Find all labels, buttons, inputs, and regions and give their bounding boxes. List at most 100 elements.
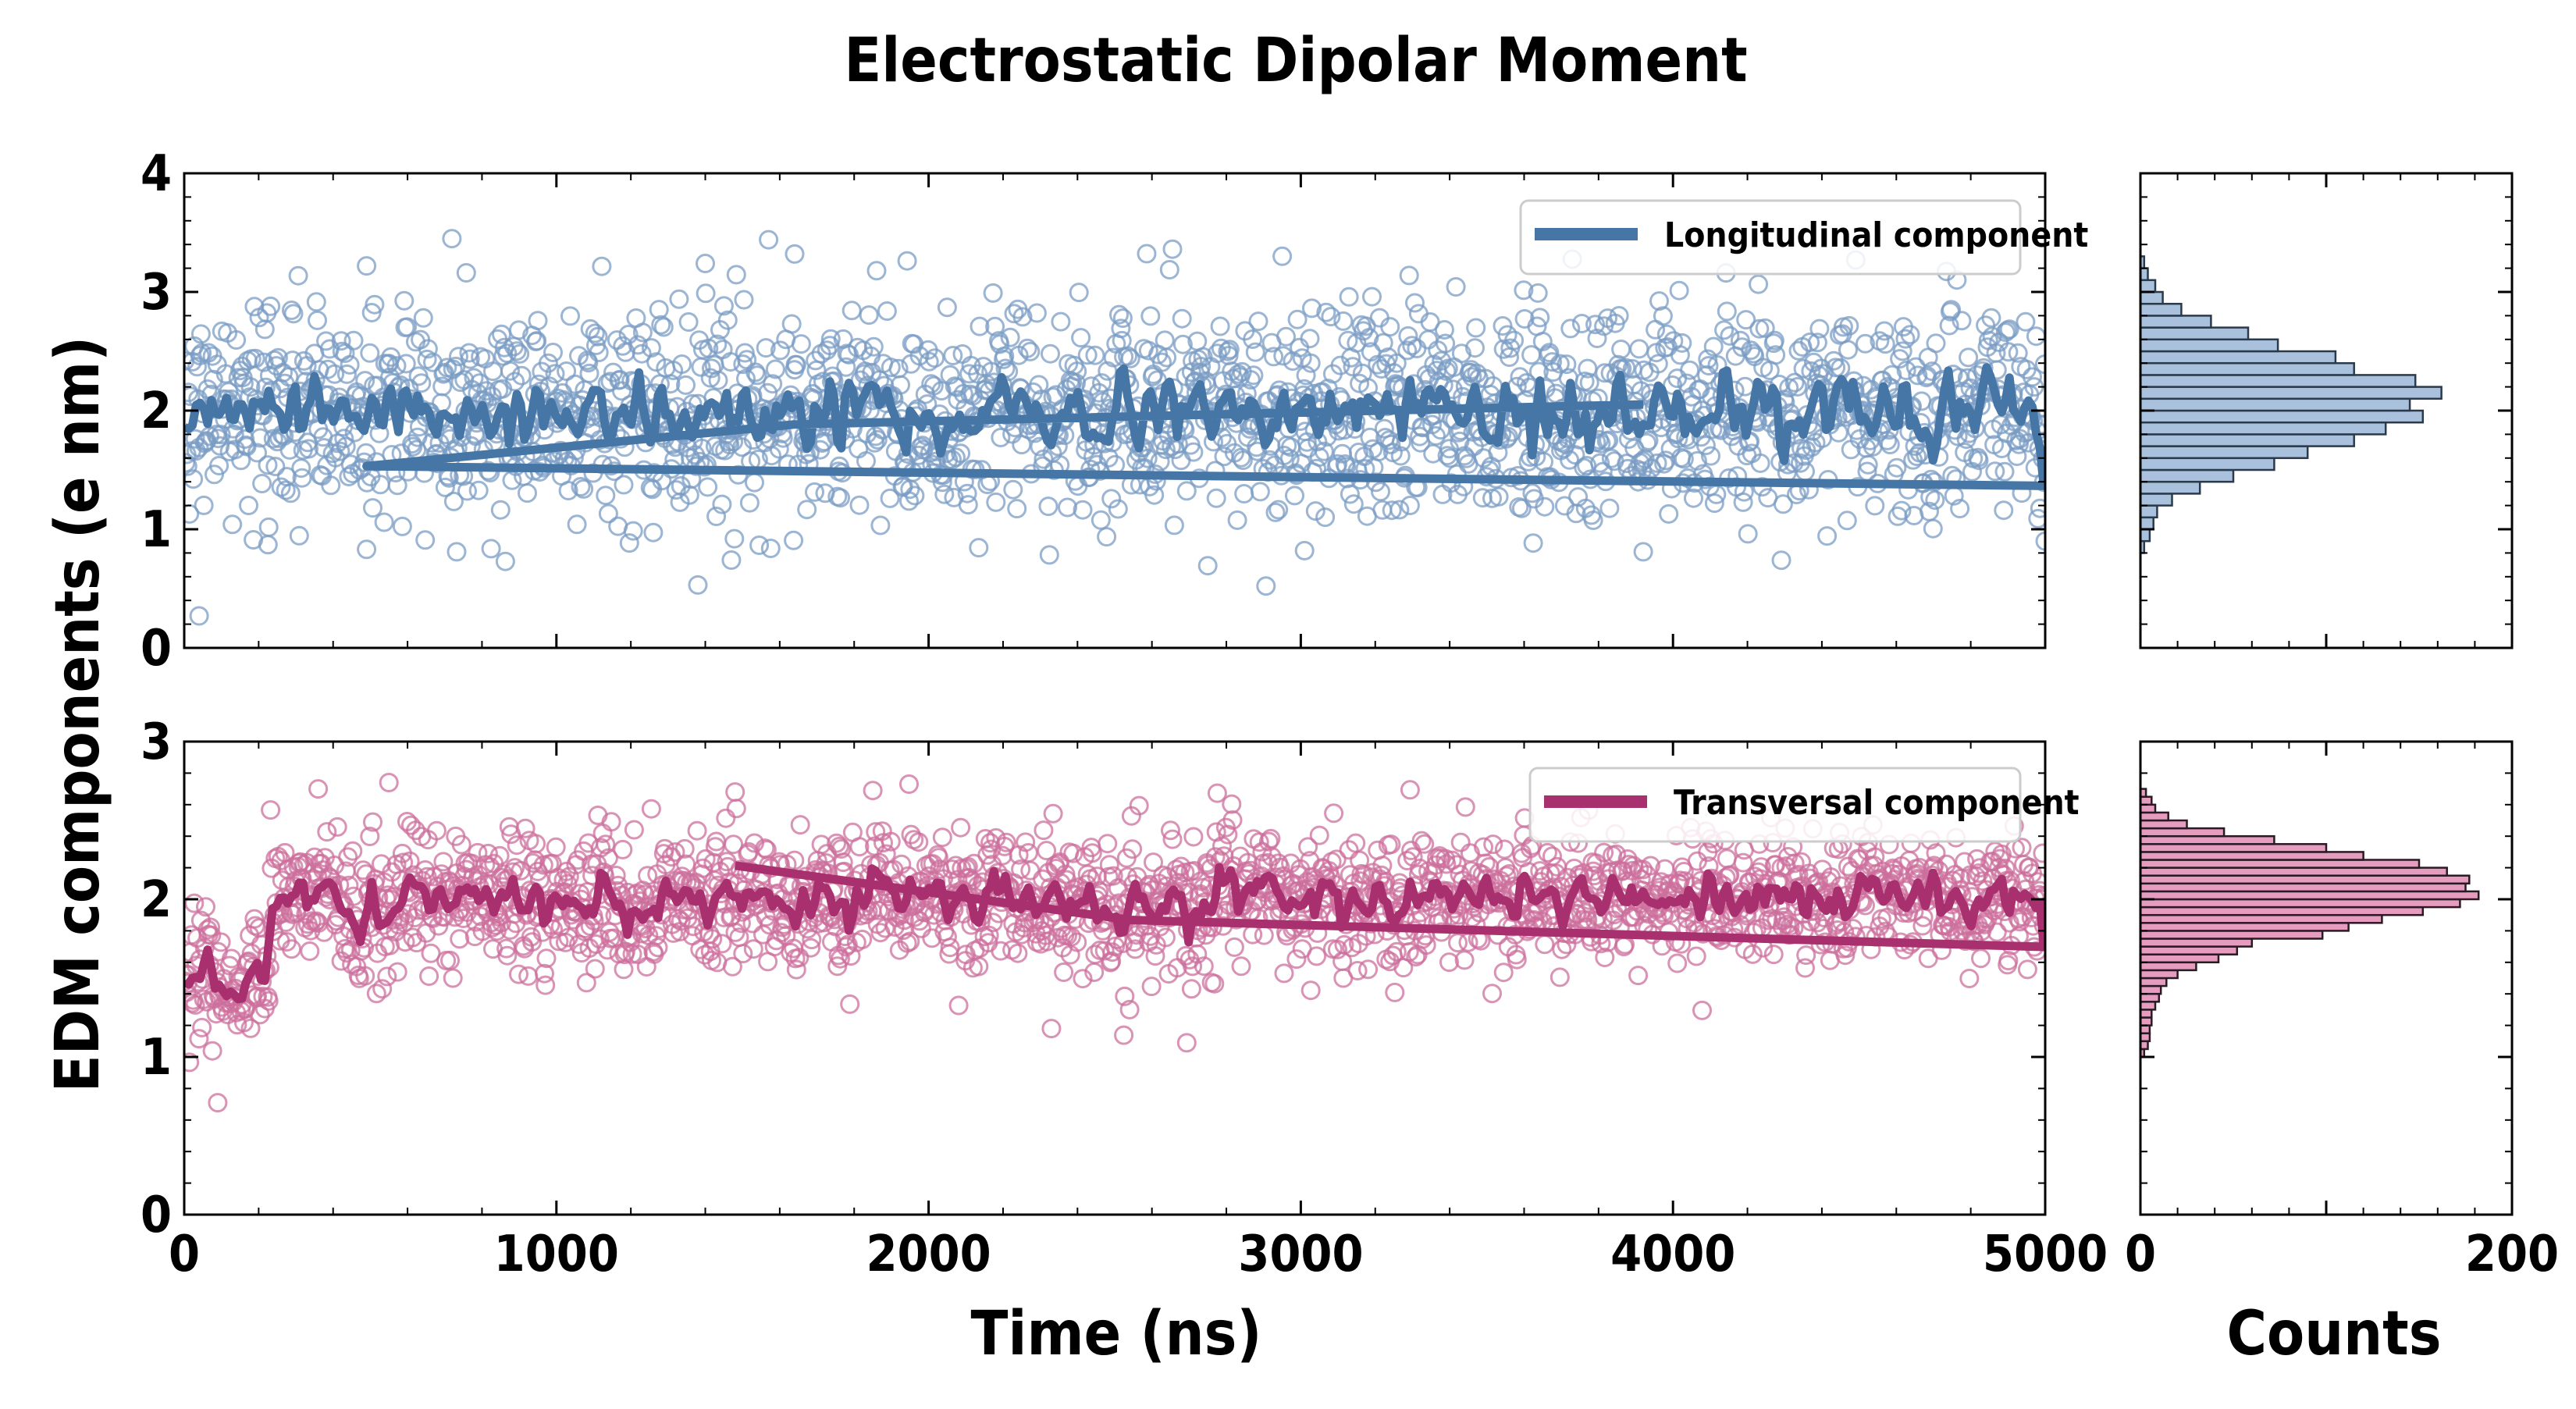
data-point <box>545 364 565 384</box>
data-point <box>632 322 653 343</box>
data-point <box>1755 318 1775 338</box>
data-point <box>1210 316 1230 336</box>
data-point <box>187 357 207 377</box>
data-point <box>1234 484 1254 503</box>
data-point <box>801 938 821 958</box>
data-point <box>712 934 732 954</box>
data-point <box>1067 361 1087 382</box>
data-point <box>360 827 380 846</box>
data-point <box>239 496 258 515</box>
data-point <box>222 514 243 535</box>
data-point <box>276 480 296 500</box>
data-point <box>696 283 716 304</box>
data-point <box>527 331 547 351</box>
data-point <box>905 907 925 927</box>
data-point <box>386 356 407 376</box>
data-point <box>490 500 511 520</box>
data-point <box>457 481 477 501</box>
data-point <box>1118 346 1137 366</box>
data-point <box>300 941 320 961</box>
data-point <box>1764 330 1784 350</box>
data-point <box>1736 310 1756 330</box>
data-point <box>363 812 382 832</box>
data-point <box>1633 542 1653 562</box>
data-point <box>1669 280 1689 301</box>
data-point <box>760 539 781 558</box>
data-point <box>365 294 385 315</box>
data-point <box>1172 334 1193 354</box>
data-point <box>769 439 789 459</box>
data-point <box>528 311 548 331</box>
data-point <box>357 539 377 560</box>
data-point <box>510 343 530 364</box>
data-point <box>308 779 329 799</box>
data-point <box>1763 945 1784 965</box>
data-point <box>1641 856 1660 876</box>
data-point <box>1950 499 1970 518</box>
data-point <box>1595 948 1615 967</box>
scatter-series-top-left <box>184 229 2045 626</box>
data-point <box>418 339 438 359</box>
data-point <box>1638 430 1659 450</box>
data-point <box>1371 482 1390 502</box>
data-point <box>632 343 652 364</box>
data-point <box>436 951 457 970</box>
data-point <box>282 939 301 959</box>
data-point <box>955 945 976 965</box>
data-point <box>1300 980 1321 1001</box>
data-point <box>411 373 432 393</box>
histogram-bar <box>2139 795 2153 806</box>
histogram-bar <box>2139 803 2157 814</box>
data-point <box>1887 457 1907 478</box>
data-point <box>338 847 358 867</box>
histogram-bar <box>2139 874 2471 885</box>
data-point <box>1389 500 1410 520</box>
data-point <box>733 944 753 964</box>
data-point <box>1041 1019 1062 1039</box>
data-point <box>745 472 764 493</box>
data-point <box>724 528 745 549</box>
data-point <box>785 244 805 264</box>
data-point <box>505 372 525 392</box>
data-point <box>279 439 300 460</box>
data-point <box>1959 347 1979 368</box>
data-point <box>781 314 802 334</box>
histogram-bar <box>2139 819 2188 830</box>
data-point <box>1489 486 1509 507</box>
data-point <box>706 507 727 526</box>
data-point <box>497 945 518 966</box>
data-point <box>1971 948 1991 969</box>
data-point <box>1248 311 1268 332</box>
data-point <box>743 939 763 959</box>
data-point <box>1771 550 1791 571</box>
data-point <box>1672 333 1692 353</box>
y-tick-label: 3 <box>141 713 172 771</box>
data-point <box>1231 447 1251 468</box>
data-point <box>1314 441 1334 461</box>
data-point <box>624 820 644 840</box>
data-point <box>1530 308 1550 328</box>
data-point <box>1162 239 1183 259</box>
data-point <box>1923 518 1943 539</box>
data-point <box>786 354 806 375</box>
data-point <box>336 943 357 963</box>
data-point <box>646 352 667 372</box>
data-point <box>2017 959 2037 980</box>
data-point <box>1523 533 1543 553</box>
data-point <box>394 913 415 933</box>
data-point <box>1161 820 1180 841</box>
data-point <box>859 305 879 326</box>
data-point <box>456 263 476 283</box>
histogram-bar <box>2139 516 2154 531</box>
data-point <box>925 348 945 368</box>
data-point <box>725 782 745 802</box>
data-point <box>909 445 929 465</box>
data-point <box>1097 527 1117 547</box>
axes-layer: 0 1 2 3 4 0 1000 2000 3000 4000 5000 0 1 2 3 0 200 <box>141 145 2559 1283</box>
data-point <box>258 517 279 537</box>
data-point <box>1493 962 1514 983</box>
data-point <box>462 853 482 874</box>
data-point <box>669 289 689 309</box>
data-point <box>638 866 658 886</box>
data-point <box>536 948 557 969</box>
